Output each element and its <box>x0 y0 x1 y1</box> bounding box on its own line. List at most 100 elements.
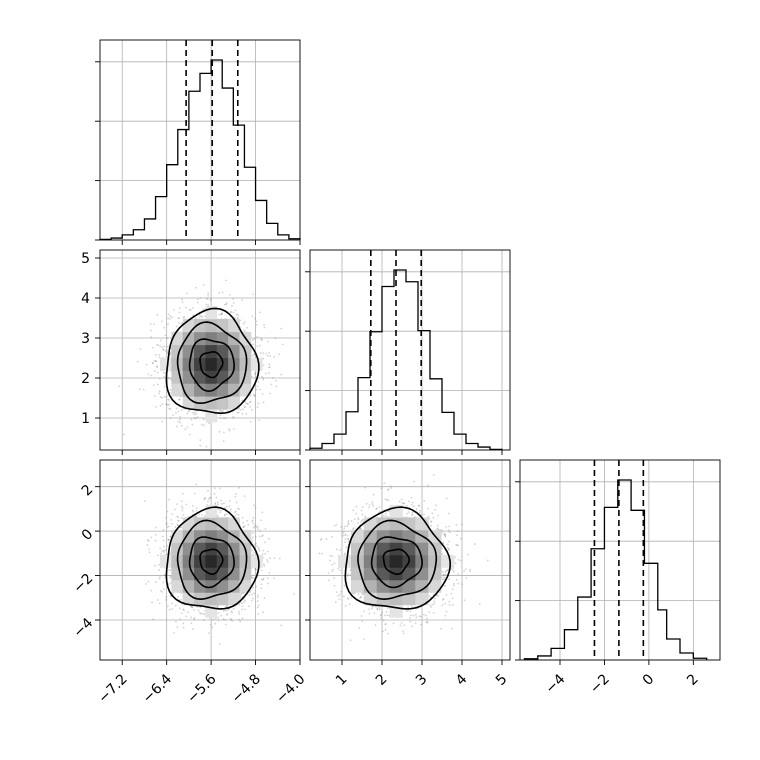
sample-point <box>198 316 201 319</box>
sample-point <box>182 626 185 629</box>
sample-point <box>209 299 212 302</box>
sample-point <box>243 329 246 332</box>
density-panel-0-1-frame <box>99 249 301 451</box>
sample-point <box>158 602 161 605</box>
sample-point <box>168 403 170 406</box>
sample-point <box>245 402 247 404</box>
histogram-panel-0 <box>95 39 301 245</box>
sample-point <box>262 357 265 360</box>
sample-point <box>191 423 194 426</box>
sample-point <box>251 540 254 543</box>
sample-point <box>169 389 172 391</box>
sample-point <box>269 392 272 395</box>
sample-point <box>224 303 226 306</box>
density-cell <box>228 344 240 358</box>
sample-point <box>171 592 174 595</box>
sample-point <box>230 618 233 621</box>
sample-point <box>164 549 167 551</box>
sample-point <box>226 608 229 611</box>
sample-point <box>154 370 156 372</box>
sample-point <box>190 605 193 608</box>
sample-point <box>239 596 242 599</box>
sample-point <box>252 516 255 519</box>
sample-point <box>167 403 170 406</box>
sample-point <box>228 500 231 502</box>
density-panel-0-2 <box>95 459 301 665</box>
sample-point <box>198 612 201 615</box>
sample-point <box>266 354 269 357</box>
sample-point <box>200 315 203 318</box>
sample-point <box>229 508 232 511</box>
sample-point <box>186 426 189 429</box>
sample-point <box>156 365 158 368</box>
sample-point <box>145 363 148 366</box>
sample-point <box>220 499 222 502</box>
sample-point <box>173 632 176 634</box>
density-cell <box>205 357 218 371</box>
sample-point <box>278 353 280 356</box>
sample-point <box>263 326 266 329</box>
sample-point <box>199 297 202 299</box>
sample-point <box>261 511 264 514</box>
sample-point <box>261 393 264 395</box>
sample-point <box>253 504 255 507</box>
sample-point <box>263 541 266 544</box>
sample-point <box>262 577 265 580</box>
sample-point <box>195 413 198 415</box>
sample-point <box>170 519 173 521</box>
sample-point <box>195 509 198 512</box>
sample-point <box>237 507 239 510</box>
sample-point <box>247 523 250 526</box>
sample-point <box>179 526 182 529</box>
sample-point <box>166 403 169 406</box>
sample-point <box>181 301 184 304</box>
sample-point <box>165 523 168 526</box>
sample-point <box>265 352 268 355</box>
sample-point <box>166 351 169 353</box>
sample-point <box>175 407 178 410</box>
sample-point <box>250 409 253 411</box>
sample-point <box>214 502 217 505</box>
sample-point <box>163 345 166 348</box>
sample-point <box>150 536 153 539</box>
sample-point <box>164 350 167 352</box>
sample-point <box>224 507 227 510</box>
sample-point <box>246 519 248 522</box>
sample-point <box>247 402 249 405</box>
sample-point <box>156 314 159 316</box>
sample-point <box>275 385 278 388</box>
sample-point <box>179 416 182 418</box>
sample-point <box>162 348 164 351</box>
sample-point <box>226 613 229 615</box>
sample-point <box>218 430 221 433</box>
sample-point <box>260 375 263 378</box>
sample-point <box>222 440 225 443</box>
sample-point <box>187 411 190 413</box>
sample-point <box>156 343 158 346</box>
sample-point <box>203 497 206 500</box>
sample-point <box>218 313 221 316</box>
sample-point <box>151 361 154 364</box>
sample-point <box>180 505 183 508</box>
sample-point <box>201 316 204 318</box>
density-cell <box>182 318 195 333</box>
sample-point <box>167 313 170 316</box>
sample-point <box>220 509 223 512</box>
sample-point <box>162 535 164 538</box>
sample-point <box>214 622 217 625</box>
sample-point <box>255 585 258 588</box>
sample-point <box>257 594 259 597</box>
sample-point <box>169 595 172 598</box>
sample-point <box>181 509 184 512</box>
sample-point <box>193 413 196 416</box>
sample-point <box>168 498 171 501</box>
sample-point <box>187 611 189 614</box>
density-cell <box>228 383 240 397</box>
sample-point <box>189 309 192 312</box>
sample-point <box>205 303 208 306</box>
sample-point <box>242 521 245 524</box>
sample-point <box>221 291 224 294</box>
sample-point <box>162 348 165 351</box>
sample-point <box>192 510 195 513</box>
density-cell <box>194 370 206 384</box>
